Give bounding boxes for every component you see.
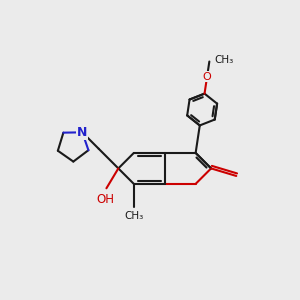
Text: CH₃: CH₃ bbox=[215, 55, 234, 65]
Text: CH₃: CH₃ bbox=[124, 211, 143, 220]
Text: O: O bbox=[203, 72, 212, 82]
Text: N: N bbox=[77, 126, 88, 139]
Text: OH: OH bbox=[96, 193, 114, 206]
